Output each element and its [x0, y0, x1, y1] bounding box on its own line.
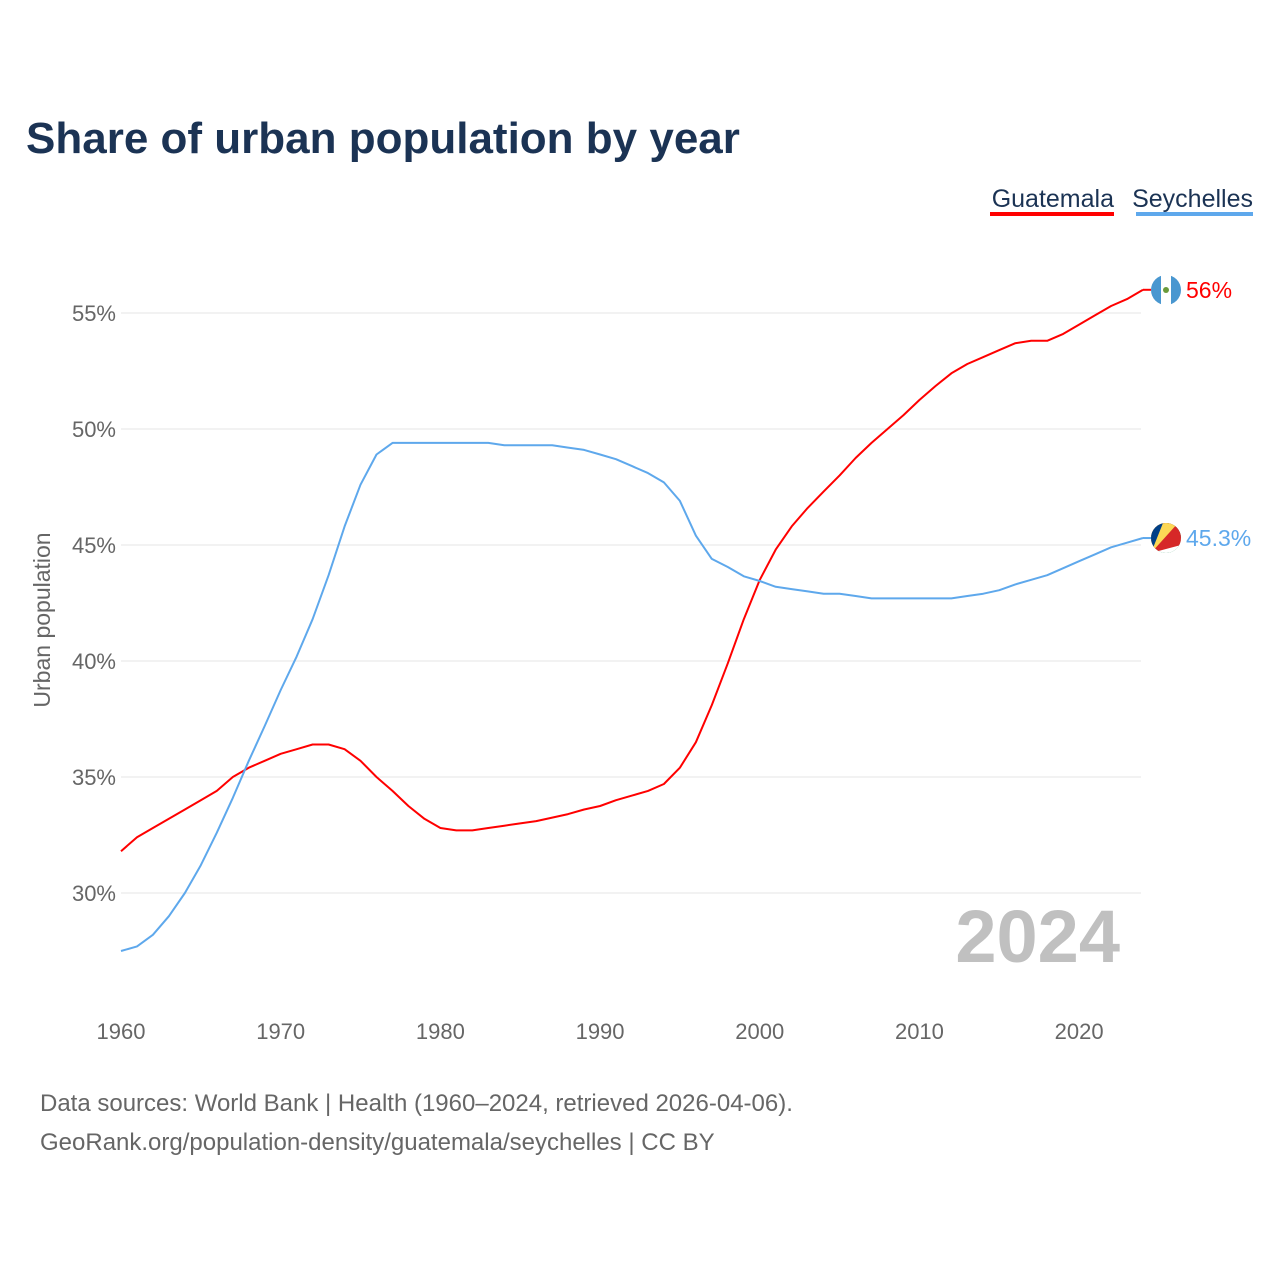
- series-lines: [120, 288, 1152, 952]
- y-ticks: 30% 35% 40% 45% 50% 55%: [72, 301, 116, 906]
- x-tick-label: 1970: [256, 1019, 305, 1044]
- chart-title: Share of urban population by year: [26, 114, 740, 163]
- legend: Guatemala Seychelles: [990, 185, 1253, 216]
- legend-item-seychelles[interactable]: Seychelles: [1132, 185, 1253, 216]
- y-axis-label: Urban population: [29, 532, 55, 707]
- legend-label: Guatemala: [992, 185, 1114, 213]
- series-line-seychelles: [120, 441, 1144, 952]
- y-tick-label: 35%: [72, 765, 116, 790]
- footer-link[interactable]: GeoRank.org/population-density/guatemala…: [40, 1129, 715, 1156]
- legend-swatch: [1136, 212, 1253, 216]
- guatemala-flag-icon: [1151, 275, 1181, 305]
- legend-item-guatemala[interactable]: Guatemala: [990, 185, 1114, 216]
- x-tick-label: 2000: [735, 1019, 784, 1044]
- legend-label: Seychelles: [1132, 185, 1253, 213]
- end-labels: 56% 45.3%: [1186, 277, 1251, 551]
- grid: [121, 312, 1141, 894]
- end-value-label: 45.3%: [1186, 525, 1251, 551]
- footer-source: Data sources: World Bank | Health (1960–…: [40, 1090, 793, 1117]
- end-value-label: 56%: [1186, 277, 1232, 303]
- x-tick-label: 1980: [416, 1019, 465, 1044]
- seychelles-flag-icon: [1151, 523, 1181, 553]
- legend-swatch: [990, 212, 1114, 216]
- x-tick-label: 1960: [97, 1019, 146, 1044]
- y-tick-label: 50%: [72, 417, 116, 442]
- x-tick-label: 1990: [576, 1019, 625, 1044]
- y-tick-label: 40%: [72, 649, 116, 674]
- y-tick-label: 45%: [72, 533, 116, 558]
- year-watermark: 2024: [955, 895, 1120, 978]
- y-tick-label: 30%: [72, 881, 116, 906]
- x-ticks: 1960 1970 1980 1990 2000 2010 2020: [97, 1019, 1104, 1044]
- x-tick-label: 2010: [895, 1019, 944, 1044]
- series-line-guatemala: [120, 288, 1144, 852]
- x-tick-label: 2020: [1055, 1019, 1104, 1044]
- y-tick-label: 55%: [72, 301, 116, 326]
